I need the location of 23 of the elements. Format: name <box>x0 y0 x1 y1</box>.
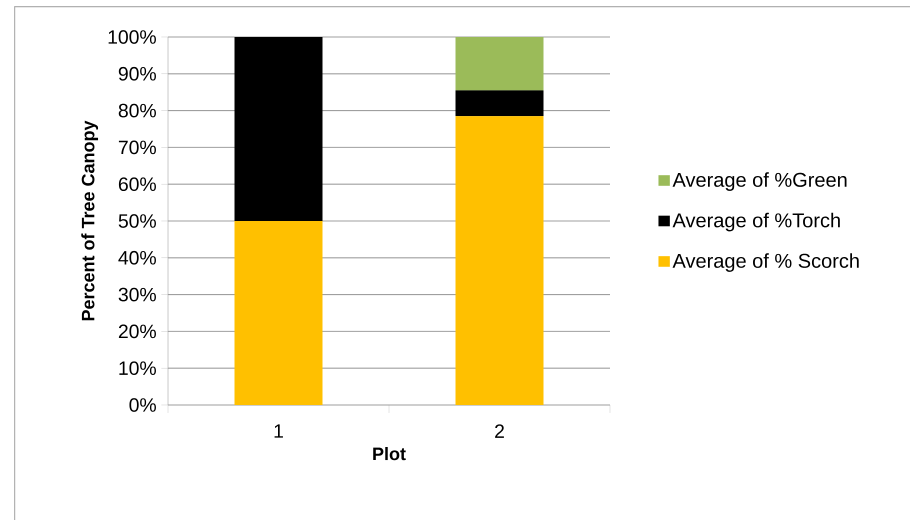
y-tick-label: 90% <box>118 66 156 81</box>
y-tick-label: 40% <box>118 250 156 265</box>
y-tick-label: 20% <box>118 324 156 338</box>
bar <box>456 36 544 90</box>
y-tick-label: 80% <box>118 104 156 118</box>
x-tick-label: 2 <box>495 424 504 438</box>
y-tick-label: 30% <box>118 288 156 302</box>
y-tick-label: 0% <box>129 398 156 412</box>
bar <box>456 116 544 405</box>
bar <box>234 220 323 405</box>
bar <box>234 36 323 221</box>
x-tick-label: 1 <box>274 424 283 438</box>
legend-label: Average of % Scorch <box>672 253 859 272</box>
y-tick-label: 60% <box>118 177 156 192</box>
y-tick-label: 50% <box>118 214 156 228</box>
y-tick-label: 10% <box>119 361 156 376</box>
y-tick-label: 70% <box>118 140 156 154</box>
y-axis-title: Percent of Tree Canopy <box>81 120 98 320</box>
legend-label: Average of %Torch <box>672 212 840 232</box>
y-tick-label: 100% <box>108 30 156 44</box>
legend-label: Average of %Green <box>672 172 846 191</box>
bar <box>456 90 544 116</box>
x-axis-title: Plot <box>373 447 406 460</box>
